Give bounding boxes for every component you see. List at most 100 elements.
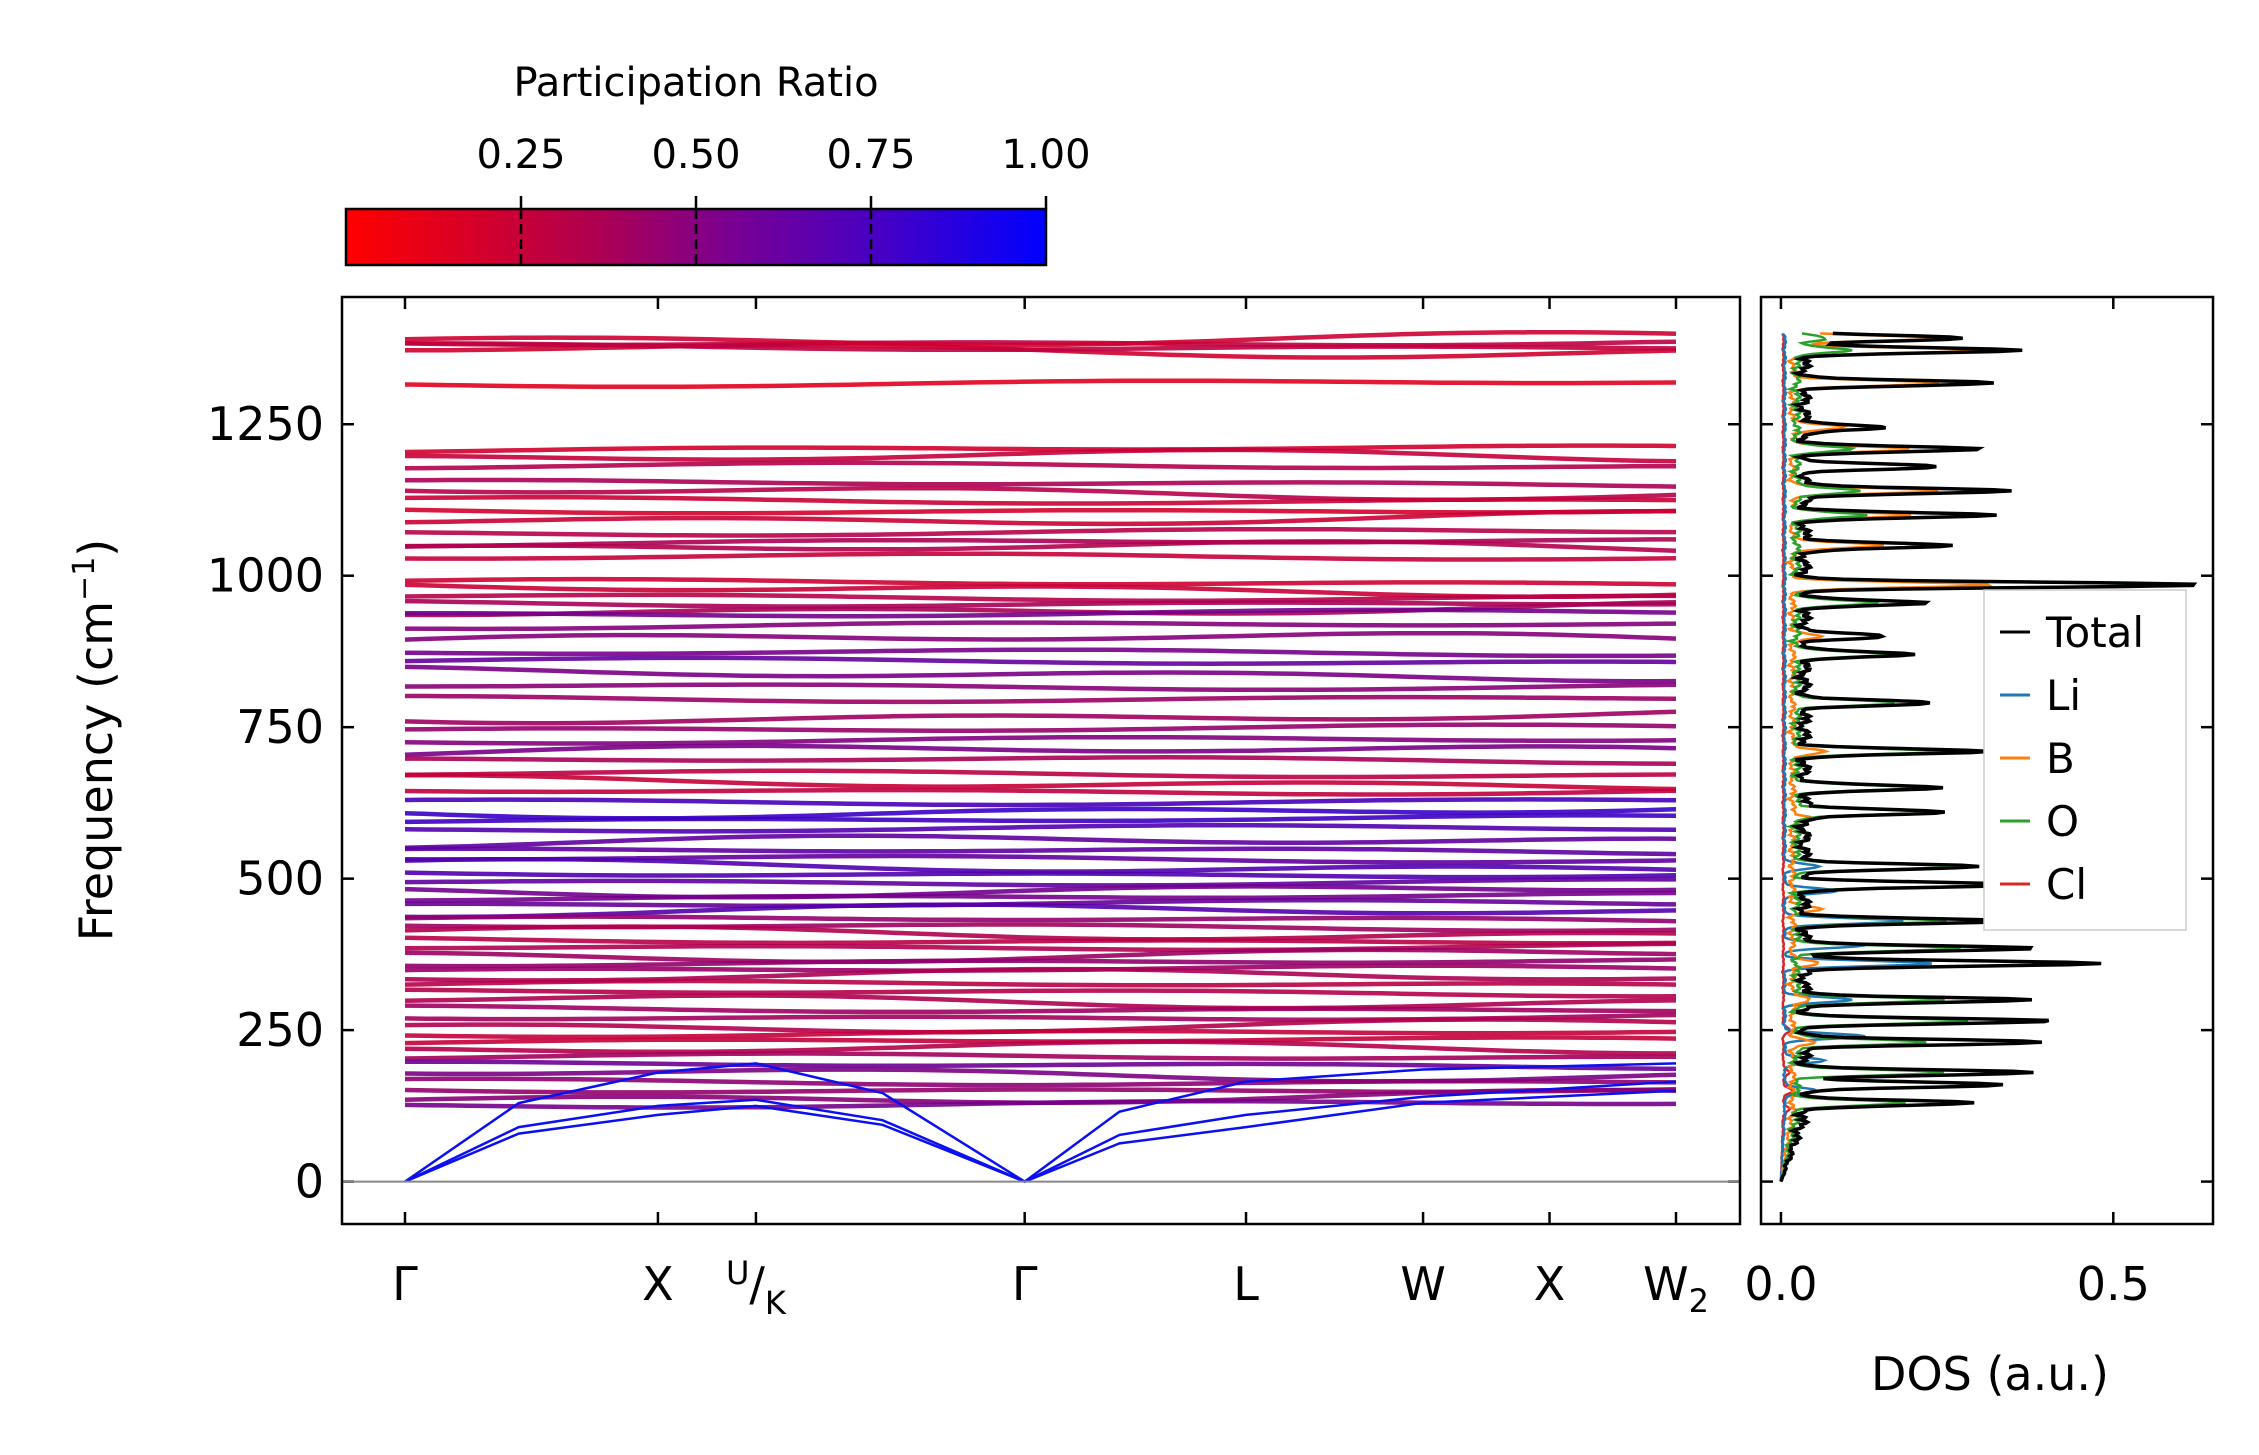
optical-band-30 [404, 709, 1677, 726]
optical-band-35 [404, 768, 1677, 780]
band-ytick-label-5: 1250 [207, 397, 324, 451]
optical-band-71 [405, 1059, 1677, 1072]
optical-band-46 [404, 870, 1677, 880]
colorbar-tick-label-2: 0.75 [826, 132, 915, 178]
kpoint-slash: / [749, 1257, 765, 1311]
optical-band-51 [404, 902, 1677, 920]
colorbar-tick-label-3: 1.00 [1001, 132, 1090, 178]
ylabel-main: Frequency (cm [69, 601, 123, 941]
kpoint-label-w: W [1400, 1257, 1445, 1311]
optical-band-2 [404, 339, 1677, 348]
optical-band-36 [405, 772, 1677, 792]
legend-label-total: Total [2045, 608, 2144, 657]
optical-band-12 [404, 508, 1677, 527]
colorbar-title: Participation Ratio [513, 60, 878, 106]
optical-band-54 [404, 924, 1677, 942]
optical-band-22 [404, 607, 1677, 619]
kpoint-label-x-1: X [642, 1257, 674, 1311]
optical-band-17 [404, 576, 1677, 587]
band-lines [404, 329, 1677, 1184]
optical-band-64 [404, 1003, 1677, 1015]
optical-band-49 [404, 890, 1677, 903]
optical-band-67 [404, 1028, 1677, 1040]
band-ytick-label-4: 1000 [207, 549, 324, 603]
band-frame [340, 295, 1742, 1226]
optical-band-42 [404, 833, 1677, 850]
optical-band-56 [404, 941, 1677, 953]
kpoint-label-w2: W2 [1643, 1257, 1709, 1320]
kpoint-k: K [765, 1284, 787, 1322]
optical-band-37 [404, 787, 1677, 797]
optical-band-7 [404, 460, 1676, 471]
kpoint-label-gamma-2: Γ [1012, 1257, 1038, 1311]
ylabel-superscript: −1 [67, 557, 102, 601]
kpoint-label-x-2: X [1534, 1257, 1566, 1311]
optical-band-41 [404, 823, 1677, 834]
ylabel-end: ) [69, 539, 123, 557]
optical-band-33 [404, 743, 1677, 758]
dos-legend: Total Li B O Cl [1983, 589, 2187, 931]
colorbar-ticks: 0.25 0.50 0.75 1.00 [476, 132, 1091, 265]
optical-band-69 [404, 1039, 1676, 1056]
band-ytick-label-3: 750 [236, 700, 324, 754]
optical-band-11 [404, 507, 1677, 516]
optical-band-31 [404, 722, 1677, 733]
optical-band-26 [404, 655, 1677, 666]
optical-band-4 [404, 378, 1677, 390]
optical-band-13 [404, 526, 1676, 538]
kpoint-w: W [1643, 1257, 1688, 1311]
optical-band-3 [404, 329, 1677, 348]
optical-band-20 [404, 598, 1677, 609]
band-axes: 0 250 500 750 1000 1250 [207, 297, 1740, 1224]
optical-band-61 [404, 978, 1677, 988]
optical-band-28 [405, 682, 1677, 693]
band-ytick-label-2: 500 [236, 852, 324, 906]
optical-band-15 [404, 539, 1677, 553]
optical-band-32 [404, 734, 1677, 746]
optical-band-34 [405, 755, 1677, 766]
band-ytick-label-0: 0 [295, 1155, 324, 1209]
kpoint-label-u-k: U/K [726, 1254, 787, 1322]
kpoint-u: U [726, 1254, 749, 1292]
dos-axes: 0.0 0.5 [1744, 297, 2213, 1311]
dos-frame [1759, 295, 2215, 1226]
optical-band-27 [404, 664, 1677, 684]
dos-lines [1779, 331, 2198, 1183]
optical-band-47 [404, 877, 1676, 888]
optical-band-62 [404, 987, 1677, 999]
dos-xlabel: DOS (a.u.) [1871, 1347, 2109, 1401]
optical-band-16 [404, 551, 1677, 562]
dos-xtick-label-1: 0.5 [2077, 1257, 2150, 1311]
optical-band-63 [404, 993, 1677, 1011]
kpoint-label-l: L [1233, 1257, 1259, 1311]
optical-band-29 [405, 693, 1677, 705]
optical-band-23 [404, 620, 1677, 632]
legend-label-o: O [2046, 797, 2079, 846]
optical-band-48 [404, 884, 1677, 900]
legend-label-li: Li [2046, 671, 2081, 720]
colorbar-tick-label-0: 0.25 [476, 132, 565, 178]
optical-band-57 [404, 947, 1677, 965]
legend-frame [1983, 589, 2187, 931]
optical-band-5 [404, 443, 1677, 455]
optical-band-73 [404, 1076, 1677, 1088]
optical-band-70 [404, 1051, 1676, 1061]
optical-band-40 [404, 813, 1677, 825]
kpoint-w-subscript: 2 [1689, 1282, 1709, 1320]
legend-label-b: B [2046, 734, 2075, 783]
optical-band-8 [404, 477, 1677, 489]
band-ylabel: Frequency (cm−1) [67, 539, 123, 942]
optical-band-25 [404, 647, 1677, 659]
kpoint-label-gamma-1: Γ [392, 1257, 418, 1311]
optical-band-38 [404, 797, 1677, 808]
optical-band-19 [404, 592, 1676, 603]
optical-band-55 [404, 935, 1677, 946]
optical-band-43 [404, 846, 1677, 857]
optical-band-76 [404, 1098, 1677, 1110]
optical-band-24 [404, 630, 1677, 642]
band-ytick-label-1: 250 [236, 1003, 324, 1057]
dos-curve-total [1779, 331, 2198, 1183]
colorbar-tick-label-1: 0.50 [651, 132, 740, 178]
